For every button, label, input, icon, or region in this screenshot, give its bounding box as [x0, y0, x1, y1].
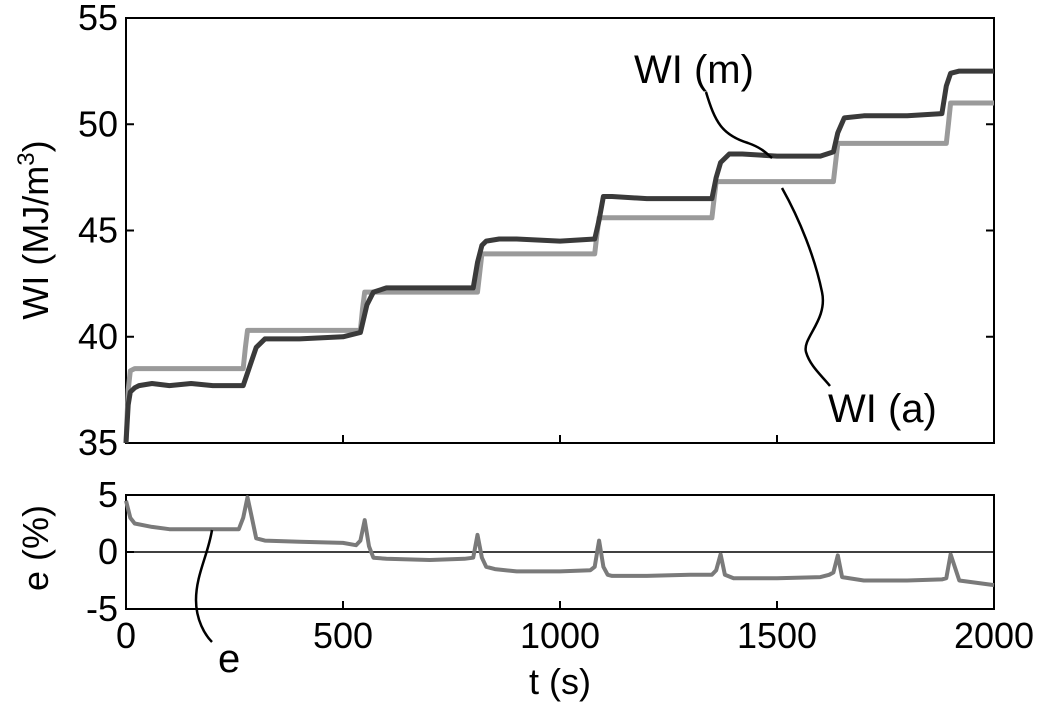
- top-panel: 35 40 45 50 55 WI (MJ/m3) WI (m) WI (a): [13, 0, 994, 463]
- top-y-axis-title: WI (MJ/m3): [13, 140, 56, 319]
- top-y-tick-label: 55: [78, 0, 118, 38]
- x-axis-title: t (s): [529, 661, 591, 702]
- e-label: e: [218, 637, 240, 681]
- wi-m-leader-line: [706, 92, 772, 158]
- top-y-tick-label: 35: [78, 422, 118, 463]
- x-tick-label: 1500: [737, 615, 817, 656]
- bottom-y-tick-label: 5: [98, 474, 118, 515]
- wi-a-label: WI (a): [828, 387, 937, 431]
- x-tick-label: 1000: [520, 615, 600, 656]
- top-y-axis-title-main: WI (MJ/m: [15, 166, 56, 320]
- top-plot-frame: [126, 18, 994, 443]
- top-y-tick-label: 50: [78, 103, 118, 144]
- wi-a-leader-line: [782, 188, 830, 386]
- top-y-axis-title-end: ): [15, 140, 56, 152]
- bottom-panel: -505 0500100015002000 e (%) t (s) e: [15, 474, 1034, 702]
- e-leader-line: [196, 530, 212, 642]
- bottom-y-tick-label: 0: [98, 531, 118, 572]
- x-tick-label: 2000: [954, 615, 1034, 656]
- x-tick-label: 500: [313, 615, 373, 656]
- bottom-y-tick-label: -5: [86, 588, 118, 629]
- top-y-tick-label: 40: [78, 316, 118, 357]
- bottom-series-group: [126, 497, 994, 585]
- top-y-tick-label: 45: [78, 210, 118, 251]
- top-y-axis-title-sup: 3: [13, 152, 40, 165]
- wi-m-label: WI (m): [634, 48, 754, 92]
- x-tick-label: 0: [116, 615, 136, 656]
- bottom-y-axis-title: e (%): [15, 505, 56, 591]
- series-e-line: [126, 497, 994, 585]
